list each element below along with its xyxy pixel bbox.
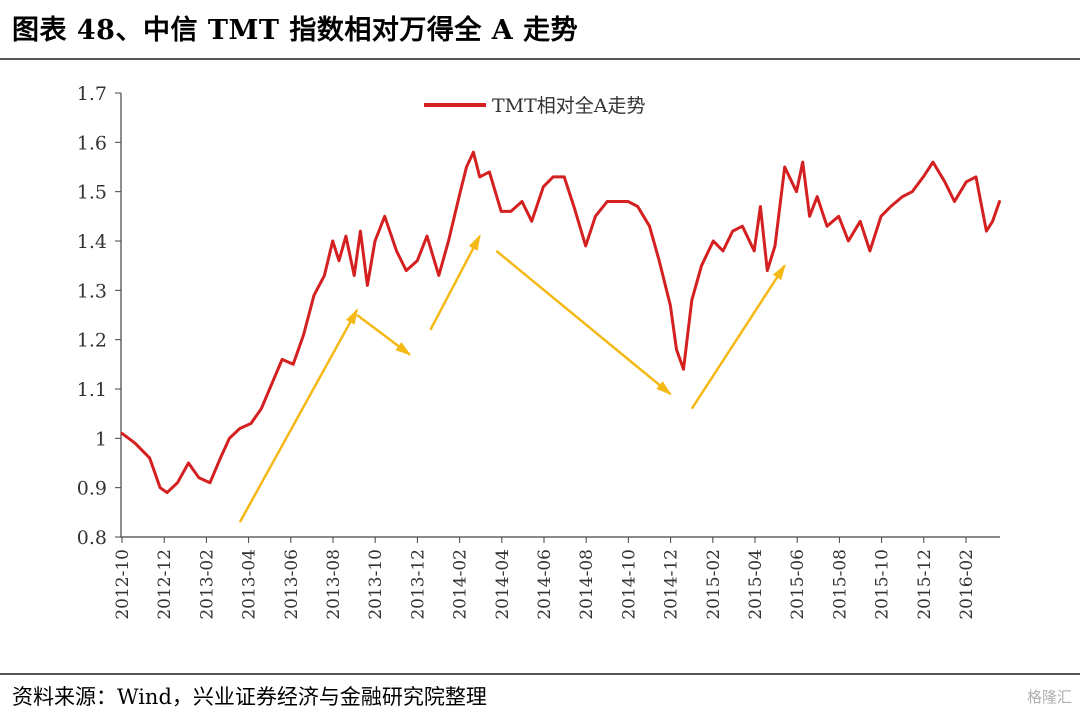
x-tick-label: 2013-10 bbox=[366, 549, 386, 620]
header-rule bbox=[0, 58, 1080, 60]
chart-title: 图表 48、中信 TMT 指数相对万得全 A 走势 bbox=[12, 15, 579, 46]
x-tick-label: 2016-02 bbox=[957, 549, 977, 620]
x-tick-label: 2012-12 bbox=[155, 549, 175, 620]
legend-label: TMT相对全A走势 bbox=[492, 95, 646, 117]
x-tick-label: 2013-12 bbox=[408, 549, 428, 620]
x-tick-label: 2015-04 bbox=[746, 549, 766, 620]
x-tick-label: 2015-02 bbox=[704, 549, 724, 620]
x-tick-label: 2014-06 bbox=[535, 549, 555, 620]
x-tick-label: 2013-02 bbox=[197, 549, 217, 620]
series-line bbox=[120, 150, 1001, 495]
footer-rule bbox=[0, 673, 1080, 675]
y-tick-label: 0.9 bbox=[77, 478, 107, 500]
x-tick-label: 2015-08 bbox=[830, 549, 850, 620]
y-tick-label: 1.2 bbox=[77, 330, 107, 352]
annotation-arrow bbox=[356, 313, 412, 356]
annotation-arrow bbox=[495, 249, 672, 396]
x-tick-label: 2012-10 bbox=[113, 549, 133, 620]
y-tick-label: 1.3 bbox=[77, 280, 107, 302]
y-tick-label: 1.7 bbox=[77, 83, 107, 105]
x-tick-label: 2013-06 bbox=[282, 549, 302, 620]
y-tick-label: 1.1 bbox=[77, 379, 107, 401]
annotation-arrow bbox=[238, 308, 359, 523]
x-tick-label: 2013-04 bbox=[240, 549, 260, 620]
x-tick-label: 2014-10 bbox=[619, 549, 639, 620]
y-tick-label: 1.4 bbox=[77, 231, 107, 253]
x-tick-label: 2014-02 bbox=[451, 549, 471, 620]
y-tick-label: 1 bbox=[95, 428, 107, 450]
watermark: 格隆汇 bbox=[1026, 688, 1072, 706]
y-tick-label: 0.8 bbox=[77, 527, 107, 549]
x-tick-label: 2015-12 bbox=[915, 549, 935, 620]
x-tick-label: 2014-12 bbox=[662, 549, 682, 620]
annotation-arrow bbox=[429, 234, 481, 331]
source-note: 资料来源：Wind，兴业证券经济与金融研究院整理 bbox=[12, 685, 487, 709]
x-tick-label: 2013-08 bbox=[324, 549, 344, 620]
x-tick-label: 2015-10 bbox=[873, 549, 893, 620]
y-tick-label: 1.6 bbox=[77, 132, 107, 154]
x-tick-label: 2014-04 bbox=[493, 549, 513, 620]
x-tick-label: 2015-06 bbox=[788, 549, 808, 620]
annotation-arrow bbox=[690, 263, 786, 410]
x-tick-label: 2014-08 bbox=[577, 549, 597, 620]
y-tick-label: 1.5 bbox=[77, 182, 107, 204]
